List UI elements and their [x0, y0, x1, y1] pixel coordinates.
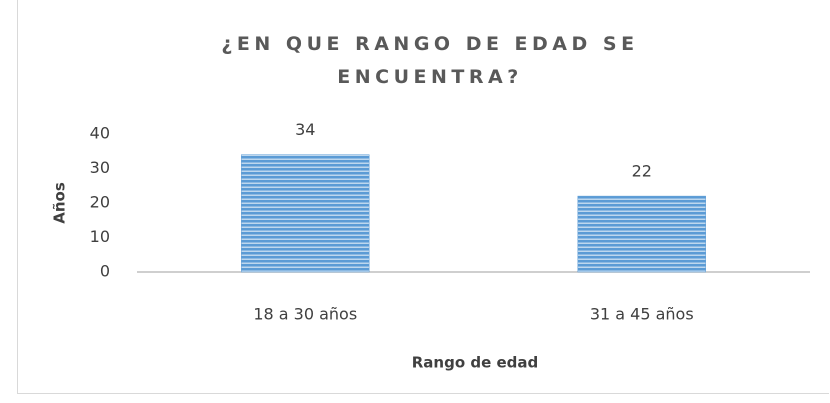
y-tick-label: 30 — [90, 158, 110, 177]
x-axis-title: Rango de edad — [412, 354, 539, 372]
value-label: 22 — [632, 162, 652, 181]
bar — [577, 195, 706, 273]
chart-title: ¿EN QUE RANGO DE EDAD SE ENCUENTRA? — [221, 33, 639, 88]
y-tick-label: 40 — [90, 124, 110, 143]
y-tick-label: 20 — [90, 193, 110, 212]
x-tick-label: 31 a 45 años — [590, 305, 694, 324]
chart-border — [17, 0, 829, 394]
x-tick-label: 18 a 30 años — [253, 305, 357, 324]
value-label: 34 — [295, 120, 315, 139]
y-tick-label: 10 — [90, 227, 110, 246]
bar — [241, 154, 370, 273]
y-axis-title: Años — [51, 182, 69, 224]
y-tick-label: 0 — [100, 262, 110, 281]
